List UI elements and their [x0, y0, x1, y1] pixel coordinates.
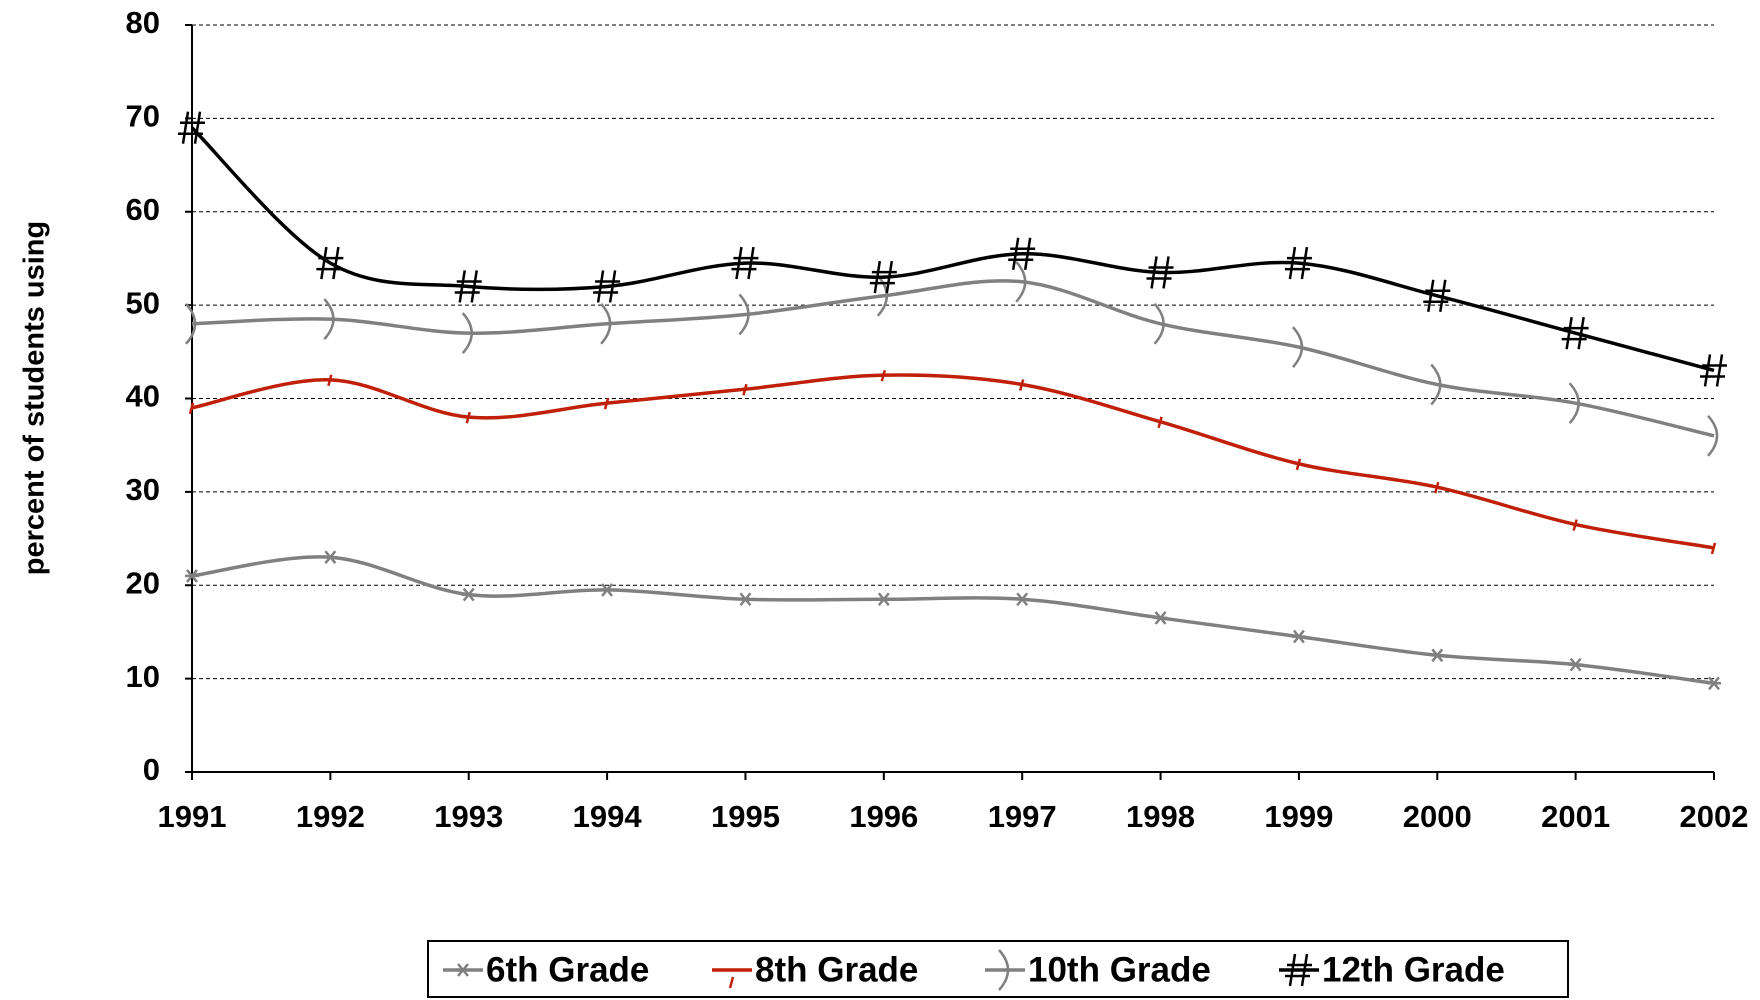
- marker: [1153, 302, 1165, 345]
- marker: [1015, 592, 1030, 607]
- marker: [593, 270, 621, 303]
- marker: [1291, 629, 1306, 644]
- series-line: [191, 555, 1715, 686]
- marker: [1710, 542, 1717, 555]
- legend-label: 8th Grade: [755, 950, 918, 989]
- marker: [316, 246, 344, 280]
- y-tick-label: 60: [126, 192, 160, 227]
- marker: [188, 402, 195, 415]
- marker: [327, 374, 333, 387]
- x-tick-label: 1993: [434, 799, 503, 834]
- marker: [185, 302, 197, 345]
- x-tick-label: 1991: [158, 799, 227, 834]
- marker: [880, 369, 887, 382]
- x-tick-label: 1997: [988, 799, 1057, 834]
- x-tick-label: 1999: [1264, 799, 1333, 834]
- marker: [1423, 279, 1451, 312]
- marker: [738, 293, 750, 336]
- marker: [738, 592, 753, 607]
- y-tick-label: 80: [126, 5, 160, 40]
- marker: [1146, 256, 1174, 289]
- marker: [1295, 458, 1302, 471]
- marker: [1572, 519, 1578, 531]
- legend-label: 6th Grade: [486, 950, 649, 989]
- marker: [731, 246, 759, 280]
- marker: [185, 569, 199, 583]
- x-tick-label: 2000: [1403, 799, 1472, 834]
- legend-label: 10th Grade: [1028, 950, 1211, 989]
- x-tick-label: 1992: [296, 799, 365, 834]
- marker: [1561, 316, 1589, 350]
- x-tick-label: 1996: [849, 799, 918, 834]
- series-line: [190, 126, 1715, 373]
- marker: [876, 274, 889, 317]
- marker: [600, 302, 612, 345]
- marker: [1015, 260, 1027, 303]
- series-line: [191, 279, 1715, 438]
- y-tick-label: 70: [126, 99, 160, 134]
- marker: [1157, 416, 1163, 429]
- marker: [178, 111, 205, 144]
- y-tick-label: 30: [126, 472, 160, 507]
- marker: [1568, 382, 1580, 425]
- marker: [1430, 363, 1442, 406]
- marker: [1291, 326, 1304, 368]
- legend-marker: [998, 949, 1010, 991]
- marker: [1700, 354, 1727, 387]
- marker: [454, 270, 482, 303]
- marker: [1568, 657, 1583, 672]
- marker: [1284, 246, 1312, 280]
- marker: [461, 312, 473, 354]
- marker: [1707, 676, 1721, 691]
- marker: [603, 397, 610, 410]
- marker: [742, 383, 748, 396]
- marker: [323, 550, 338, 565]
- x-tick-label: 2001: [1541, 799, 1610, 834]
- y-tick-label: 40: [126, 379, 160, 414]
- marker: [323, 298, 335, 340]
- y-tick-label: 10: [126, 659, 160, 694]
- marker: [876, 592, 891, 607]
- x-tick-label: 1995: [711, 799, 780, 834]
- series-line: [191, 373, 1715, 550]
- marker: [1707, 415, 1719, 457]
- marker: [461, 587, 476, 602]
- y-tick-label: 0: [143, 752, 160, 787]
- marker: [600, 583, 615, 597]
- marker: [869, 260, 897, 294]
- x-tick-label: 1998: [1126, 799, 1195, 834]
- marker: [1018, 379, 1025, 391]
- x-tick-label: 1994: [573, 799, 643, 834]
- legend-marker: [1285, 953, 1312, 987]
- y-tick-label: 50: [126, 285, 160, 320]
- marker: [465, 411, 471, 424]
- marker: [1434, 481, 1440, 494]
- legend-marker: [728, 976, 735, 989]
- x-tick-label: 2002: [1680, 799, 1749, 834]
- marker: [1430, 648, 1445, 663]
- y-tick-label: 20: [126, 565, 160, 600]
- y-axis-label: percent of students using: [19, 221, 51, 575]
- legend-marker: [456, 963, 470, 977]
- marker: [1008, 237, 1036, 270]
- legend-box: [427, 940, 1569, 998]
- legend-label: 12th Grade: [1322, 950, 1505, 989]
- marker: [1153, 611, 1168, 625]
